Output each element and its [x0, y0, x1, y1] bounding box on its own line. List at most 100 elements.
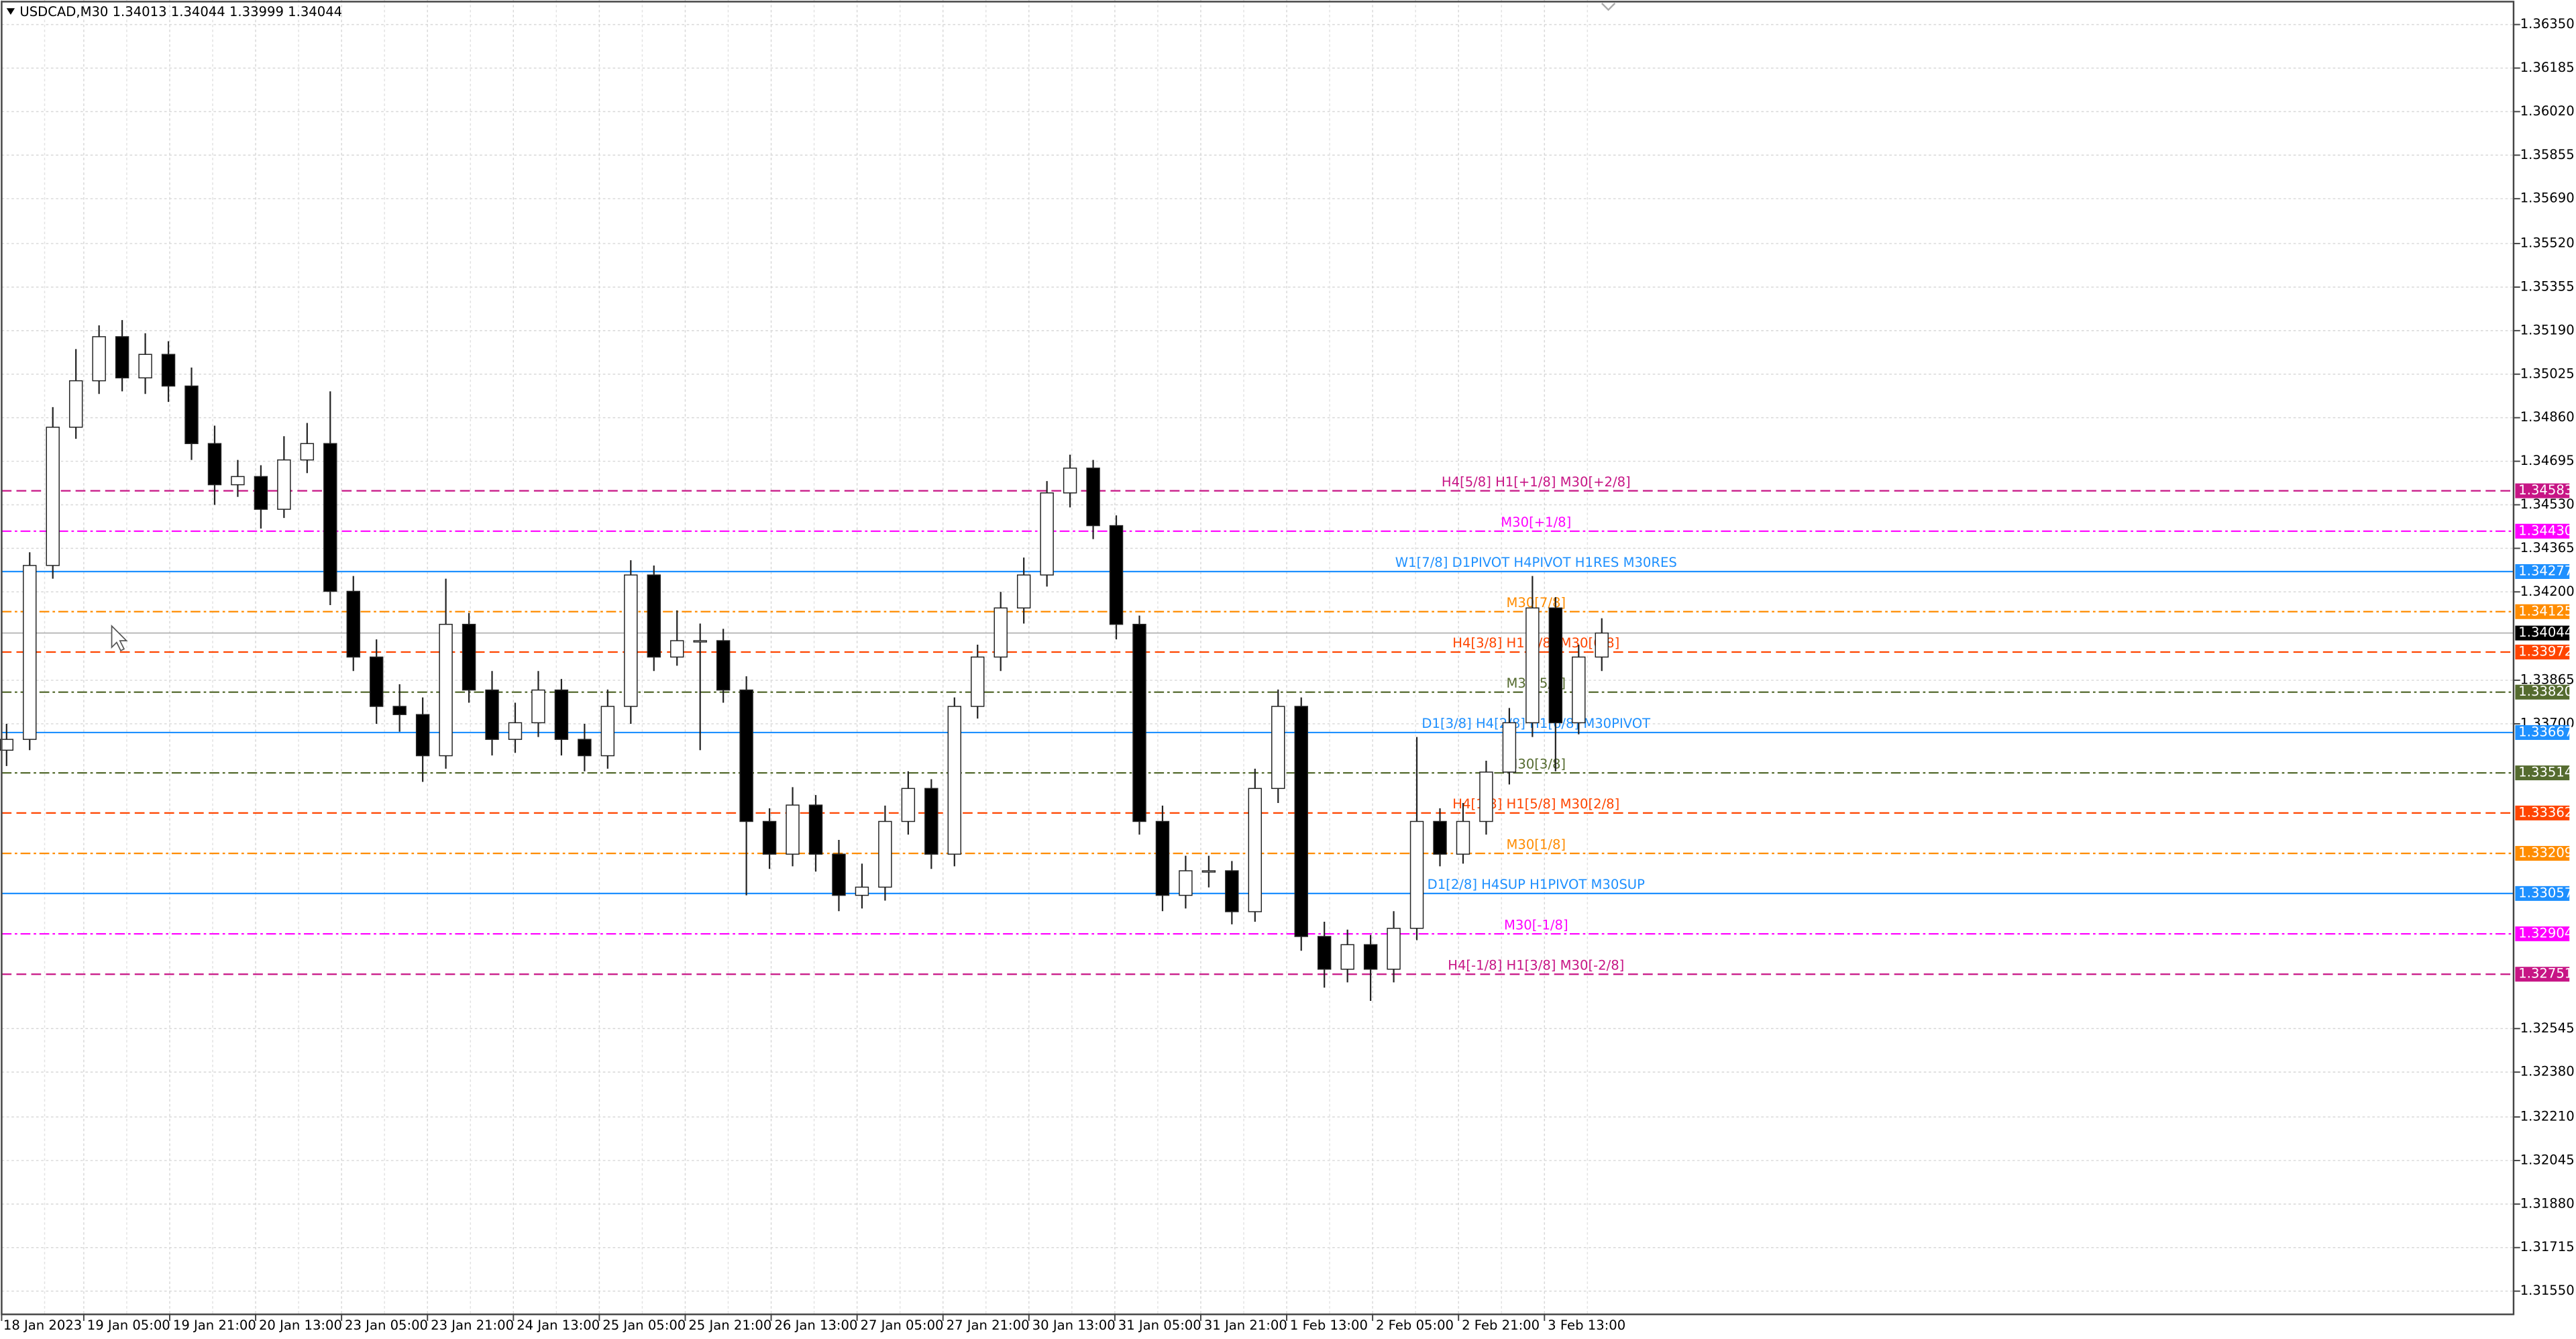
level-label: H4[5/8] H1[+1/8] M30[+2/8] [1442, 474, 1631, 490]
price-box [2515, 725, 2570, 740]
candle-body [1363, 944, 1378, 970]
price-box-label: 1.33057 [2518, 885, 2573, 900]
candle-body [277, 459, 291, 510]
plot-frame [1, 1, 2515, 1316]
level-label: M30[+1/8] [1501, 515, 1571, 530]
y-tick-label: 1.35855 [2520, 147, 2575, 162]
y-tick-label: 1.32545 [2520, 1020, 2575, 1036]
x-tick-label: 3 Feb 13:00 [1548, 1318, 1625, 1333]
candle-body [1502, 722, 1517, 773]
x-tick-label: 19 Jan 05:00 [87, 1318, 170, 1333]
x-tick-label: 23 Jan 21:00 [431, 1318, 514, 1333]
y-tick-label: 1.31550 [2520, 1283, 2575, 1298]
level-label: M30[3/8] [1507, 756, 1566, 771]
candle-body [1179, 870, 1193, 896]
x-tick-label: 25 Jan 05:00 [602, 1318, 686, 1333]
candle-body [670, 640, 684, 658]
candle-body [46, 427, 60, 566]
y-tick-label: 1.35355 [2520, 278, 2575, 294]
price-box-label: 1.32904 [2518, 926, 2573, 941]
current-price-box [2515, 625, 2570, 641]
y-tick-label: 1.34860 [2520, 409, 2575, 425]
price-box-label: 1.34277 [2518, 563, 2573, 578]
candle-body [508, 722, 523, 740]
level-label: M30[1/8] [1507, 837, 1566, 852]
candle-body [855, 886, 869, 896]
candle-body [1340, 944, 1354, 970]
level-label: D1[2/8] H4SUP H1PIVOT M30SUP [1428, 877, 1645, 892]
y-tick-label: 1.34695 [2520, 453, 2575, 468]
candle-body [415, 714, 430, 757]
current-price-label: 1.34044 [2518, 625, 2573, 640]
candle-body [947, 706, 961, 855]
candle-body [1132, 623, 1146, 822]
candle-body [624, 574, 638, 707]
y-tick-label: 1.36350 [2520, 16, 2575, 32]
candle-body [254, 476, 268, 510]
candle-body [1595, 632, 1609, 658]
candle-body [1387, 928, 1401, 970]
price-box-label: 1.34430 [2518, 523, 2573, 538]
price-box [2515, 886, 2570, 901]
level-label: H4[-1/8] H1[3/8] M30[-2/8] [1448, 957, 1624, 973]
price-box-label: 1.33667 [2518, 724, 2573, 739]
candle-body [485, 689, 499, 740]
candle-body [693, 640, 707, 643]
candle-body [1572, 656, 1586, 724]
price-box [2515, 523, 2570, 539]
price-box-label: 1.33362 [2518, 804, 2573, 820]
candle-body [1479, 771, 1493, 822]
price-box [2515, 926, 2570, 942]
candle-body [762, 820, 777, 855]
y-tick-label: 1.35690 [2520, 191, 2575, 206]
y-tick-label: 1.34200 [2520, 584, 2575, 599]
price-box-label: 1.33514 [2518, 765, 2573, 780]
candle-body [1109, 525, 1124, 625]
y-tick-label: 1.35190 [2520, 322, 2575, 337]
y-tick-label: 1.33865 [2520, 672, 2575, 688]
price-box-label: 1.33209 [2518, 845, 2573, 861]
candle-body [554, 689, 569, 740]
candle-body [115, 336, 129, 379]
candle-body [1409, 820, 1424, 929]
y-tick-label: 1.35025 [2520, 366, 2575, 381]
candle-body [1525, 607, 1540, 724]
x-tick-label: 26 Jan 13:00 [774, 1318, 857, 1333]
price-box [2515, 604, 2570, 619]
candle-body [1086, 468, 1100, 527]
candle-body [971, 656, 985, 707]
price-box [2515, 644, 2570, 659]
x-tick-label: 25 Jan 21:00 [688, 1318, 771, 1333]
price-box [2515, 805, 2570, 820]
y-tick-label: 1.32210 [2520, 1109, 2575, 1124]
price-box-label: 1.33972 [2518, 643, 2573, 659]
candle-body [1040, 492, 1054, 576]
candle-body [739, 689, 753, 822]
price-box-label: 1.33820 [2518, 684, 2573, 699]
candle-body [92, 336, 106, 382]
candle-body [462, 623, 476, 691]
candle-body [1016, 574, 1031, 609]
price-box [2515, 483, 2570, 498]
candle-body [878, 820, 892, 888]
candle-body [901, 788, 916, 822]
level-label: H4[1/8] H1[5/8] M30[2/8] [1452, 796, 1619, 812]
x-tick-label: 27 Jan 21:00 [947, 1318, 1030, 1333]
y-tick-label: 1.31715 [2520, 1239, 2575, 1254]
level-label: W1[7/8] D1PIVOT H4PIVOT H1RES M30RES [1395, 555, 1677, 570]
y-tick-label: 1.36185 [2520, 60, 2575, 75]
candle-body [0, 739, 14, 751]
level-label: D1[3/8] H4[2/8] H1[6/8] M30PIVOT [1421, 716, 1651, 731]
candle-body [1294, 706, 1308, 937]
x-tick-label: 31 Jan 21:00 [1204, 1318, 1287, 1333]
price-box [2515, 846, 2570, 861]
menu-arrow[interactable] [6, 8, 15, 15]
candle-body [832, 853, 846, 896]
candle-body [184, 385, 199, 444]
candle-body [1456, 820, 1470, 855]
x-tick-label: 2 Feb 05:00 [1376, 1318, 1454, 1333]
y-tick-label: 1.34365 [2520, 540, 2575, 555]
x-tick-label: 2 Feb 21:00 [1462, 1318, 1540, 1333]
x-tick-label: 27 Jan 05:00 [861, 1318, 944, 1333]
